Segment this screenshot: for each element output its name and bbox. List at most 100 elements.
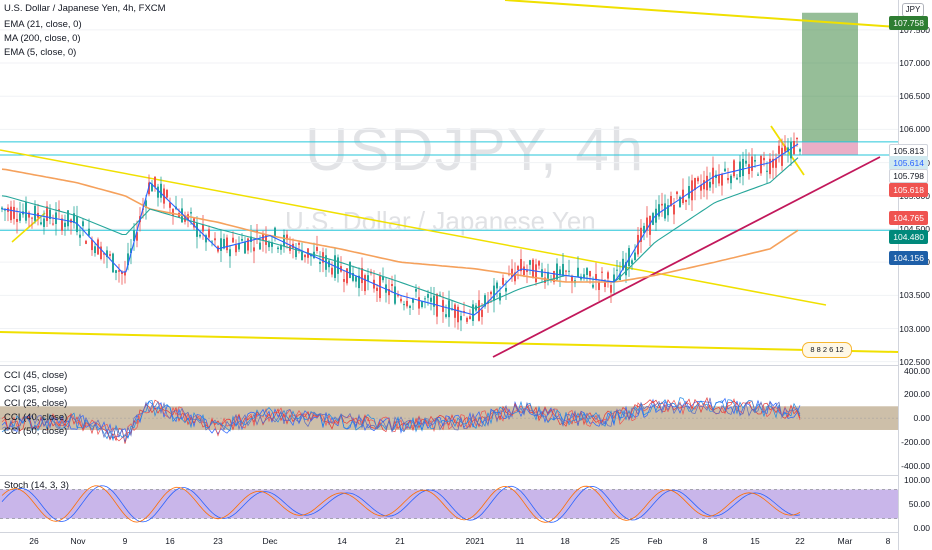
candle-body	[214, 238, 216, 241]
price-tick[interactable]: 102.500	[899, 356, 930, 367]
candle-body	[724, 168, 726, 172]
candle-body	[496, 282, 498, 289]
price-badge: 105.614	[889, 156, 928, 170]
candle-body	[319, 261, 321, 264]
time-tick[interactable]: 16	[165, 536, 175, 546]
time-tick[interactable]: 22	[795, 536, 805, 546]
lower-channel-line	[0, 331, 899, 353]
cci-tick[interactable]: 400.00	[904, 365, 930, 376]
time-tick[interactable]: 9	[122, 536, 128, 546]
price-tick[interactable]: 104.500	[899, 223, 930, 234]
candle-body	[490, 291, 492, 295]
time-tick[interactable]: 15	[750, 536, 760, 546]
stoch-label[interactable]: Stoch (14, 3, 3)	[4, 480, 69, 491]
cci-tick[interactable]: 0.00	[913, 413, 930, 424]
candle-body	[49, 209, 51, 219]
stoch-line	[1, 485, 801, 523]
cci-label-25[interactable]: CCI (25, close)	[4, 398, 68, 409]
indicator-ema21[interactable]: EMA (21, close, 0)	[4, 19, 82, 30]
symbol-title[interactable]: U.S. Dollar / Japanese Yen, 4h, FXCM	[4, 3, 166, 14]
candle-body	[778, 145, 780, 154]
cci-tick[interactable]: 200.00	[904, 389, 930, 400]
time-tick[interactable]: 2021	[465, 536, 485, 546]
time-tick[interactable]: Dec	[262, 536, 278, 546]
stoch-line	[1, 485, 801, 523]
stoch-tick[interactable]: 100.00	[904, 474, 930, 485]
candle-body	[103, 253, 105, 255]
candle-body	[781, 147, 783, 166]
candle-body	[463, 311, 465, 313]
time-tick[interactable]: 8	[702, 536, 708, 546]
price-tick[interactable]: 103.000	[899, 323, 930, 334]
cci-label-35[interactable]: CCI (35, close)	[4, 384, 68, 395]
time-tick[interactable]: 26	[29, 536, 39, 546]
stoch-tick[interactable]: 50.00	[908, 499, 930, 509]
time-tick[interactable]: 23	[213, 536, 223, 546]
candle-body	[520, 259, 522, 272]
candle-body	[631, 260, 633, 264]
candle-body	[568, 270, 570, 272]
price-badge: 104.765	[889, 211, 928, 225]
time-tick[interactable]: Mar	[837, 536, 853, 546]
candle-body	[466, 317, 468, 322]
price-tick[interactable]: 103.500	[899, 290, 930, 301]
candle-body	[772, 158, 774, 168]
stoch-tick[interactable]: 0.00	[913, 523, 930, 534]
time-tick[interactable]: 11	[515, 536, 525, 546]
candle-body	[745, 160, 747, 164]
candle-body	[349, 261, 351, 278]
ema21-line	[1, 157, 799, 309]
time-tick[interactable]: Feb	[647, 536, 663, 546]
candle-body	[406, 300, 408, 307]
price-tick[interactable]: 106.000	[899, 124, 930, 135]
target-zone	[802, 12, 858, 142]
time-tick[interactable]: 8	[885, 536, 891, 546]
candle-body	[547, 271, 549, 279]
price-tick[interactable]: 107.000	[899, 58, 930, 69]
time-tick[interactable]: 21	[395, 536, 405, 546]
indicator-ma200[interactable]: MA (200, close, 0)	[4, 33, 81, 44]
candle-body	[280, 244, 282, 250]
candle-body	[613, 274, 615, 283]
time-tick[interactable]: Nov	[70, 536, 86, 546]
cci-tick[interactable]: -400.00	[901, 460, 930, 471]
candle-body	[784, 145, 786, 152]
candle-body	[25, 201, 27, 221]
candle-body	[130, 248, 132, 254]
time-tick[interactable]: 18	[560, 536, 570, 546]
candle-body	[787, 147, 789, 152]
candle-body	[538, 261, 540, 266]
candle-body	[109, 254, 111, 256]
candle-body	[529, 260, 531, 265]
indicator-ema5[interactable]: EMA (5, close, 0)	[4, 47, 77, 58]
candle-body	[742, 158, 744, 177]
cci-label-50[interactable]: CCI (50, close)	[4, 426, 68, 437]
cci-tick[interactable]: -200.00	[901, 436, 930, 447]
candle-body	[43, 218, 45, 227]
time-tick[interactable]: 14	[337, 536, 347, 546]
candle-body	[751, 156, 753, 171]
candle-body	[40, 222, 42, 225]
time-tick[interactable]: 25	[610, 536, 620, 546]
candle-body	[274, 227, 276, 238]
price-tick[interactable]: 106.500	[899, 91, 930, 102]
candle-body	[193, 218, 195, 228]
cci-label-40[interactable]: CCI (40, close)	[4, 412, 68, 423]
candle-body	[748, 164, 750, 175]
events-bubble[interactable]: 8 8 2 6 12	[802, 342, 852, 358]
candle-body	[250, 236, 252, 243]
candle-body	[622, 258, 624, 270]
candle-body	[511, 268, 513, 277]
cci-label-45[interactable]: CCI (45, close)	[4, 370, 68, 381]
candle-body	[526, 270, 528, 272]
candle-body	[685, 199, 687, 202]
candle-body	[727, 178, 729, 181]
candle-body	[796, 137, 798, 140]
upper-trendline	[504, 0, 899, 28]
candle-body	[460, 315, 462, 321]
candle-body	[253, 247, 255, 252]
candle-body	[673, 204, 675, 215]
currency-button[interactable]: JPY	[902, 3, 924, 17]
